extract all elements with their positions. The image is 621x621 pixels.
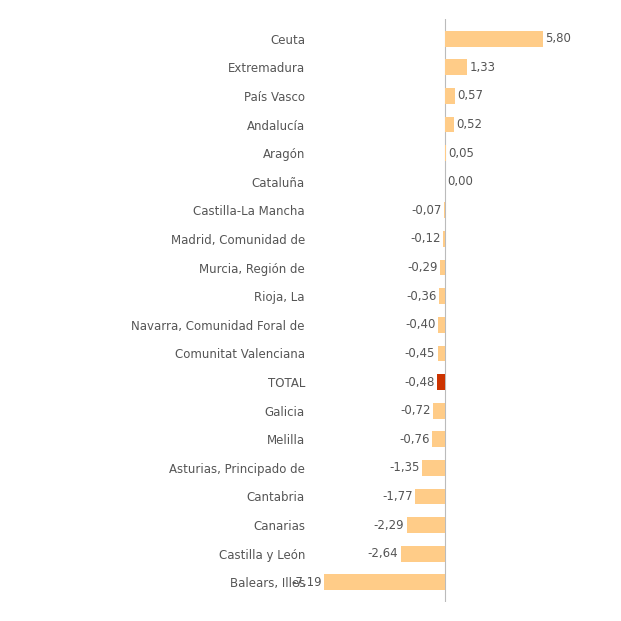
Bar — [407, 517, 445, 533]
Text: -0,07: -0,07 — [411, 204, 442, 217]
Bar — [445, 117, 454, 132]
Text: -0,72: -0,72 — [400, 404, 430, 417]
Text: -0,40: -0,40 — [406, 319, 436, 332]
Text: -0,29: -0,29 — [407, 261, 438, 274]
Bar — [432, 432, 445, 447]
Bar — [438, 345, 445, 361]
Text: -0,45: -0,45 — [405, 347, 435, 360]
Bar — [445, 60, 468, 75]
Bar — [445, 88, 455, 104]
Text: -7,19: -7,19 — [291, 576, 322, 589]
Text: 0,57: 0,57 — [457, 89, 483, 102]
Text: -2,29: -2,29 — [373, 519, 404, 532]
Text: -2,64: -2,64 — [368, 547, 398, 560]
Bar — [415, 489, 445, 504]
Text: -1,35: -1,35 — [389, 461, 420, 474]
Text: -0,76: -0,76 — [399, 433, 430, 446]
Text: 1,33: 1,33 — [470, 61, 496, 74]
Text: 0,05: 0,05 — [448, 147, 474, 160]
Text: 0,52: 0,52 — [456, 118, 483, 131]
Bar — [443, 231, 445, 247]
Text: 0,00: 0,00 — [448, 175, 474, 188]
Bar — [401, 546, 445, 561]
Text: -1,77: -1,77 — [382, 490, 413, 503]
Bar — [437, 374, 445, 390]
Text: -0,12: -0,12 — [410, 232, 440, 245]
Bar — [445, 31, 543, 47]
Bar — [433, 403, 445, 419]
Bar — [440, 260, 445, 276]
Bar — [422, 460, 445, 476]
Bar — [439, 288, 445, 304]
Bar — [445, 145, 446, 161]
Bar — [324, 574, 445, 590]
Bar — [444, 202, 445, 218]
Text: -0,36: -0,36 — [406, 289, 437, 302]
Text: -0,48: -0,48 — [404, 376, 435, 389]
Bar — [438, 317, 445, 333]
Text: 5,80: 5,80 — [545, 32, 571, 45]
